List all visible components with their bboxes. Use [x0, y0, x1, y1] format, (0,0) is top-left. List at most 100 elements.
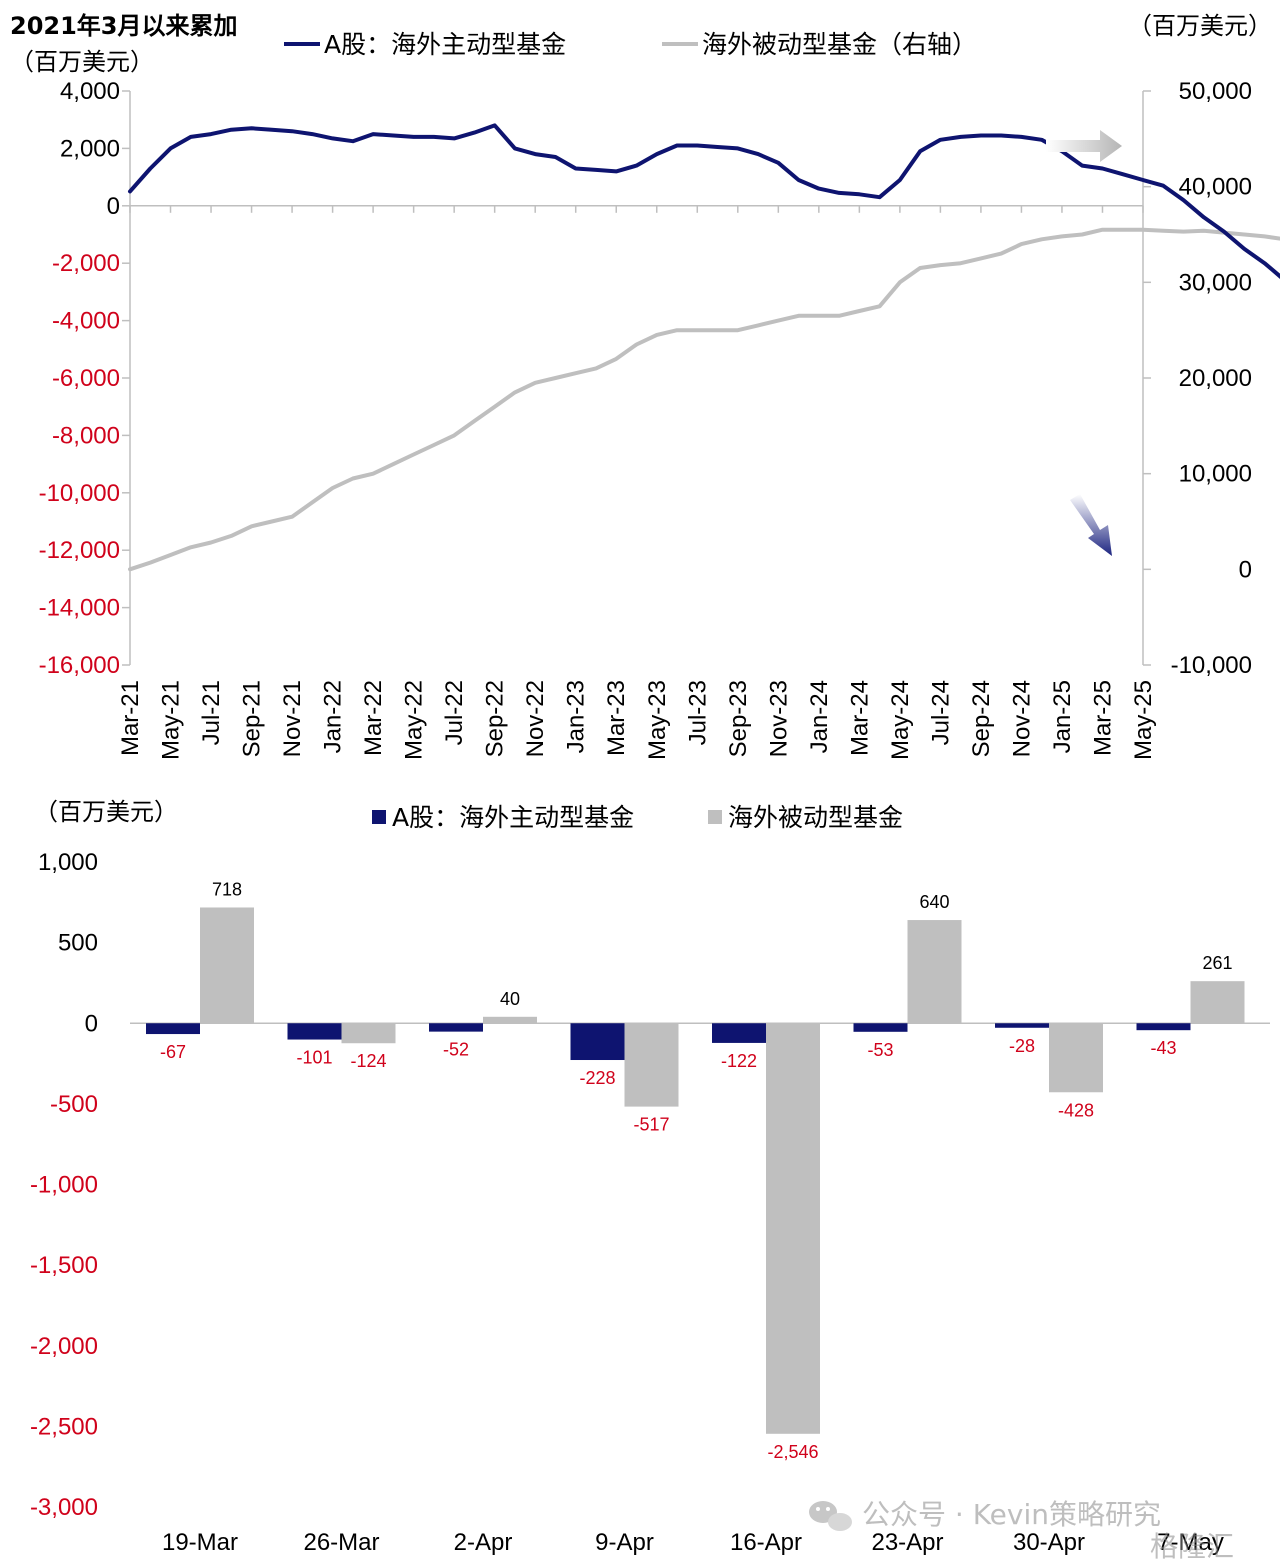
bar-chart: （百万美元） A股：海外主动型基金 海外被动型基金 1,000 500 0 -500 -… — [30, 798, 1270, 1556]
x-tick-label: Jan-25 — [1049, 680, 1076, 753]
x-tick-label: Jan-23 — [563, 680, 590, 753]
bar-y-tick-label: -500 — [50, 1091, 98, 1118]
x-tick-label: Nov-24 — [1008, 680, 1035, 757]
bar-passive — [766, 1023, 820, 1434]
bar-data-label: -517 — [633, 1115, 669, 1135]
legend-swatch-active-bar — [372, 810, 386, 824]
x-tick-labels: Mar-21 May-21 Jul-21 Sep-21 Nov-21 Jan-22 Mar-… — [117, 680, 1157, 760]
x-tick-label: Nov-23 — [765, 680, 792, 757]
bar-data-label: -43 — [1150, 1038, 1176, 1058]
line-series-group — [128, 123, 1280, 572]
line-chart-title: 2021年3月以来累加 — [10, 12, 238, 40]
watermark-corner-text: 格隆汇 — [1150, 1530, 1234, 1563]
bar-y-tick-label: 0 — [85, 1010, 98, 1037]
series-line-passive — [128, 227, 1280, 572]
x-tick-label: May-25 — [1130, 680, 1157, 760]
bar-active — [146, 1023, 200, 1035]
trend-arrow-up — [1046, 130, 1122, 162]
bar-x-tick-label: 26-Mar — [303, 1529, 379, 1556]
bar-passive — [907, 920, 962, 1024]
x-tick-label: Jan-24 — [806, 680, 833, 753]
x-tick-label: Mar-22 — [360, 680, 387, 756]
bar-y-tick-label: -2,000 — [30, 1333, 98, 1360]
bar-data-label: 40 — [500, 989, 520, 1009]
watermark-text: 公众号 · Kevin策略研究 — [862, 1498, 1161, 1531]
right-y-tick-label: 10,000 — [1179, 461, 1252, 488]
bar-x-tick-labels: 19-Mar 26-Mar 2-Apr 9-Apr 16-Apr 23-Apr 30-Apr… — [162, 1529, 1224, 1556]
bar-passive — [1190, 981, 1245, 1024]
left-y-tick-label: -4,000 — [52, 308, 120, 335]
right-y-tick-label: 40,000 — [1179, 174, 1252, 201]
right-y-tick-label: 0 — [1239, 556, 1252, 583]
bar-y-tick-label: 500 — [58, 930, 98, 957]
x-tick-label: Nov-21 — [279, 680, 306, 757]
bar-y-tick-label: -1,000 — [30, 1172, 98, 1199]
bar-y-tick-label: -2,500 — [30, 1413, 98, 1440]
watermark: 公众号 · Kevin策略研究 格隆汇 — [809, 1498, 1234, 1563]
bar-x-tick-label: 7-May — [1157, 1529, 1224, 1556]
bar-active — [429, 1023, 483, 1032]
bar-passive — [341, 1023, 396, 1044]
right-y-tick-label: 50,000 — [1179, 78, 1252, 105]
left-y-tick-label: -12,000 — [39, 537, 120, 564]
trend-arrow-down — [1070, 494, 1112, 556]
bar-series-group: -67 718 -101 -124 -52 40 -228 -517 -122 -2,546 -53… — [146, 879, 1245, 1462]
line-chart: 2021年3月以来累加 （百万美元） （百万美元） A股：海外主动型基金 海外被… — [10, 12, 1280, 760]
x-tick-label: Mar-25 — [1089, 680, 1116, 756]
x-tick-label: Jul-22 — [441, 680, 468, 745]
bar-data-label: -124 — [350, 1051, 386, 1071]
legend-swatch-passive-bar — [708, 810, 722, 824]
bar-active — [712, 1023, 766, 1043]
bar-x-tick-label: 30-Apr — [1013, 1529, 1085, 1556]
bar-y-tick-label: -1,500 — [30, 1252, 98, 1279]
bar-x-tick-label: 19-Mar — [162, 1529, 238, 1556]
left-y-tick-label: -14,000 — [39, 595, 120, 622]
right-y-tick-label: 30,000 — [1179, 269, 1252, 296]
bar-data-label: -122 — [721, 1051, 757, 1071]
bar-legend: A股：海外主动型基金 海外被动型基金 — [372, 803, 903, 832]
bar-data-label: 640 — [919, 892, 949, 912]
bar-data-label: -101 — [296, 1048, 332, 1068]
x-tick-label: Sep-22 — [482, 680, 509, 757]
legend-label-active: A股：海外主动型基金 — [324, 30, 566, 59]
bar-active — [995, 1023, 1049, 1028]
x-tick-label: May-22 — [401, 680, 428, 760]
legend-label-active-bar: A股：海外主动型基金 — [392, 803, 634, 832]
line-legend: A股：海外主动型基金 海外被动型基金（右轴） — [284, 30, 977, 59]
bar-passive — [200, 907, 254, 1024]
bar-active — [287, 1023, 342, 1040]
left-y-tick-label: 0 — [107, 193, 120, 220]
bar-x-tick-label: 16-Apr — [730, 1529, 802, 1556]
x-tick-label: May-23 — [644, 680, 671, 760]
bar-x-tick-label: 2-Apr — [454, 1529, 513, 1556]
x-tick-label: Jan-22 — [320, 680, 347, 753]
bar-axis-unit: （百万美元） — [34, 798, 178, 826]
left-y-tick-labels: 4,000 2,000 0 -2,000 -4,000 -6,000 -8,000 -10,0… — [39, 78, 120, 679]
x-tick-label: Mar-21 — [117, 680, 144, 756]
x-tick-label: Nov-22 — [522, 680, 549, 757]
bar-data-label: -428 — [1058, 1100, 1094, 1120]
x-tick-label: Sep-24 — [968, 680, 995, 757]
left-y-tick-label: -8,000 — [52, 422, 120, 449]
bar-data-label: 718 — [212, 879, 242, 899]
bar-data-label: -52 — [443, 1040, 469, 1060]
bar-passive — [624, 1023, 679, 1107]
legend-label-passive-bar: 海外被动型基金 — [728, 803, 903, 832]
x-tick-label: May-21 — [158, 680, 185, 760]
wechat-icon — [809, 1501, 852, 1531]
bar-y-tick-label: -3,000 — [30, 1494, 98, 1521]
bar-active — [853, 1023, 908, 1032]
right-y-tick-labels: 50,000 40,000 30,000 20,000 10,000 0 -10,000 — [1171, 78, 1252, 679]
bar-data-label: -228 — [579, 1068, 615, 1088]
x-tick-label: Sep-21 — [239, 680, 266, 757]
legend-label-passive: 海外被动型基金（右轴） — [702, 30, 977, 59]
left-y-tick-label: -10,000 — [39, 480, 120, 507]
left-y-tick-label: -16,000 — [39, 652, 120, 679]
bar-data-label: -53 — [867, 1040, 893, 1060]
x-tick-label: Sep-23 — [725, 680, 752, 757]
bar-passive — [1049, 1023, 1103, 1093]
bar-data-label: -28 — [1009, 1036, 1035, 1056]
x-tick-label: Jul-23 — [684, 680, 711, 745]
left-y-tick-label: -6,000 — [52, 365, 120, 392]
